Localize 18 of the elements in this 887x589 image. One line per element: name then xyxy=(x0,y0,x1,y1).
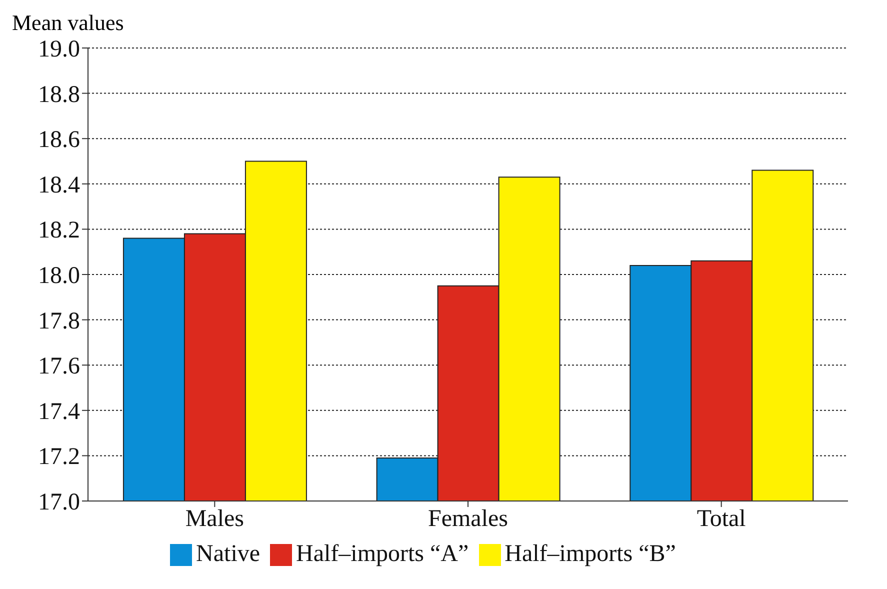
y-axis-title: Mean values xyxy=(12,10,124,36)
y-tick-label: 17.6 xyxy=(38,354,80,380)
y-tick-label: 17.8 xyxy=(38,308,80,334)
y-tick-label: 19.0 xyxy=(38,36,80,63)
x-tick-label: Females xyxy=(428,506,508,532)
y-tick-label: 18.4 xyxy=(38,172,80,198)
x-tick-label: Males xyxy=(185,506,244,532)
legend-label: Half–imports “A” xyxy=(296,541,469,567)
y-tick-label: 18.6 xyxy=(38,127,80,154)
legend-label: Half–imports “B” xyxy=(504,541,676,567)
y-tick-label: 17.2 xyxy=(38,444,80,470)
y-tick-label: 17.0 xyxy=(38,490,80,516)
legend-label: Native xyxy=(196,541,260,567)
y-tick-label: 17.4 xyxy=(38,398,80,425)
y-tick-label: 18.0 xyxy=(38,263,80,290)
y-tick-label: 18.8 xyxy=(38,82,80,108)
y-tick-label: 18.2 xyxy=(38,218,80,244)
x-tick-label: Total xyxy=(696,506,746,532)
